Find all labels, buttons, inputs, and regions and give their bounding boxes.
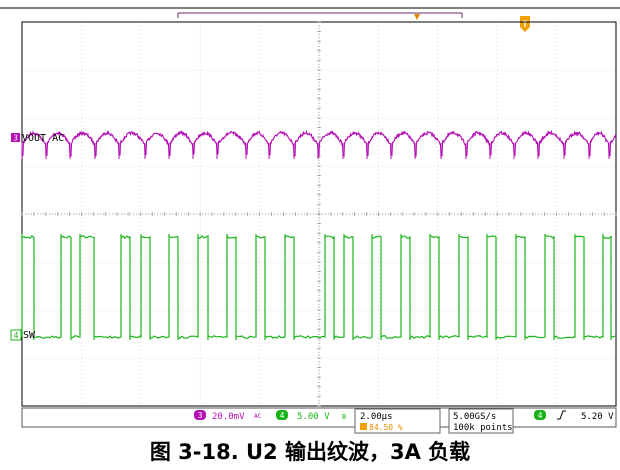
ch4-scale-readout: 4 5.00 V B (276, 410, 346, 422)
ch4-marker: 4 (10, 329, 22, 341)
svg-text:2.00µs: 2.00µs (360, 412, 393, 422)
trigger-marker-letter: T (522, 20, 528, 30)
svg-text:4: 4 (14, 331, 19, 340)
trace-vout-ac (21, 129, 617, 158)
waveform-traces (21, 129, 617, 340)
svg-text:4: 4 (538, 411, 543, 420)
figure-caption: 图 3-18. U2 输出纹波，3A 负载 (149, 440, 471, 464)
svg-text:84.50 %: 84.50 % (369, 423, 403, 432)
series-label-sw: SW (23, 330, 36, 341)
trace-sw (21, 234, 616, 340)
svg-text:AC: AC (254, 413, 262, 420)
ch3-scale-readout: 3 20.0mV AC (194, 410, 262, 422)
top-frame (0, 0, 620, 8)
timebase-readout: 2.00µs 84.50 % (354, 408, 441, 434)
svg-text:B: B (342, 413, 346, 421)
svg-text:100k points: 100k points (453, 423, 513, 433)
ch3-marker: 3 (11, 133, 20, 143)
trigger-marker-icon: T (520, 16, 530, 32)
trigger-readout: 4 5.20 V (534, 410, 614, 422)
status-bar: 3 20.0mV AC 4 5.00 V B 2.00µs 84.50 % 5.… (21, 407, 617, 434)
svg-text:4: 4 (280, 411, 285, 420)
graticule-grid (21, 21, 617, 407)
svg-text:3: 3 (13, 134, 18, 143)
svg-text:3: 3 (198, 411, 203, 420)
svg-text:20.0mV: 20.0mV (212, 412, 245, 422)
svg-text:5.00 V: 5.00 V (297, 412, 330, 422)
record-position-bracket (177, 12, 463, 20)
acquisition-readout: 5.00GS/s 100k points (448, 408, 514, 434)
series-label-vout-ac: VOUT AC (22, 133, 64, 144)
rising-edge-icon (557, 410, 566, 420)
svg-text:5.20 V: 5.20 V (581, 412, 614, 422)
svg-text:5.00GS/s: 5.00GS/s (453, 412, 496, 422)
